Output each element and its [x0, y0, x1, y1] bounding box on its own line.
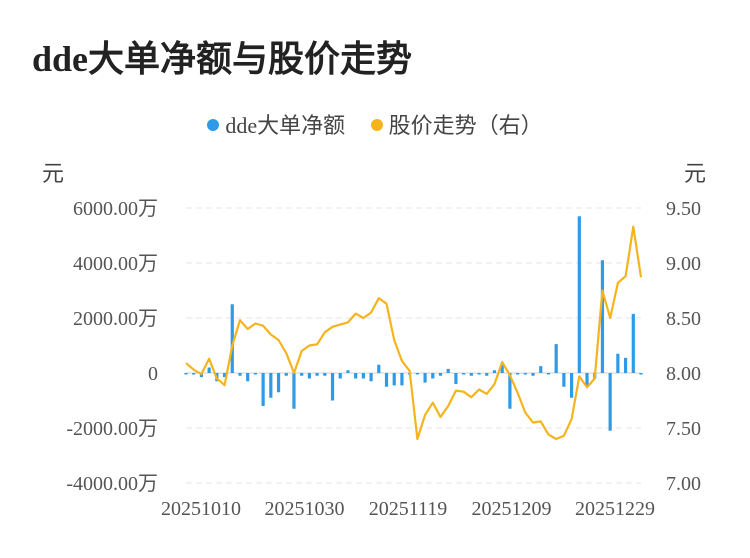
bar — [246, 373, 250, 382]
bar — [577, 216, 581, 373]
bar — [392, 373, 396, 386]
bar — [184, 373, 188, 375]
bar — [531, 373, 535, 376]
bar — [361, 373, 365, 379]
bar — [415, 373, 419, 375]
y-right-tick-label: 7.50 — [666, 418, 701, 440]
bar — [400, 373, 404, 386]
bar — [469, 373, 473, 376]
bar — [307, 373, 311, 379]
bar — [446, 368, 450, 373]
bar — [600, 260, 605, 373]
bar — [346, 370, 350, 373]
bar — [500, 364, 504, 373]
bar — [623, 357, 628, 373]
y-right-tick-label: 8.50 — [666, 308, 701, 330]
bar — [230, 304, 234, 373]
bar — [222, 373, 227, 378]
bar — [354, 373, 358, 379]
price-line — [185, 225, 643, 441]
x-tick-label: 20251229 — [575, 498, 655, 520]
bar — [269, 373, 273, 398]
bar — [477, 373, 481, 375]
bar — [516, 373, 520, 375]
y-right-tick-label: 7.00 — [666, 473, 701, 495]
legend-item-line[interactable]: 股价走势（右） — [370, 108, 543, 140]
bar — [253, 373, 258, 375]
legend-line-label: 股价走势（右） — [388, 113, 543, 138]
y-left-tick-label: -4000.00万 — [66, 473, 158, 495]
bar — [338, 373, 342, 379]
bar — [454, 373, 458, 384]
bar — [431, 373, 435, 379]
bar — [608, 373, 612, 431]
bar — [377, 364, 381, 373]
bar — [330, 373, 335, 401]
bar — [300, 373, 304, 376]
bar — [384, 373, 389, 387]
y-right-tick-label: 9.00 — [666, 253, 701, 275]
y-right-tick-label: 8.00 — [666, 363, 701, 385]
x-tick-label: 20251030 — [265, 498, 345, 520]
y-left-tick-label: 4000.00万 — [73, 253, 158, 275]
bar — [315, 373, 319, 376]
x-tick-label: 20251209 — [472, 498, 552, 520]
bar — [639, 373, 643, 375]
legend-bar-dot-icon — [207, 119, 220, 131]
bar — [261, 373, 265, 406]
bar — [631, 313, 635, 373]
legend: dde大单净额 股价走势（右） — [0, 108, 750, 140]
bar — [616, 353, 620, 373]
bar — [462, 373, 466, 375]
x-tick-label: 20251119 — [369, 498, 448, 520]
y-left-tick-label: 2000.00万 — [73, 308, 158, 330]
y-left-unit: 元 — [42, 161, 65, 186]
y-left-tick-label: -2000.00万 — [66, 418, 158, 440]
y-right-unit: 元 — [684, 161, 707, 186]
x-tick-label: 20251010 — [161, 498, 241, 520]
bar — [192, 373, 196, 375]
bar — [323, 373, 327, 376]
bar — [492, 370, 497, 373]
bar — [585, 373, 589, 387]
legend-line-dot-icon — [370, 119, 383, 131]
bar — [284, 373, 288, 376]
y-left-tick-label: 0 — [148, 363, 158, 385]
chart-title: dde大单净额与股价走势 — [32, 39, 413, 79]
bar — [562, 373, 566, 387]
bar — [369, 373, 373, 382]
bar — [292, 373, 296, 409]
bar — [539, 366, 543, 373]
bar — [546, 373, 551, 375]
legend-bar-label: dde大单净额 — [225, 113, 346, 138]
y-left-tick-label: 6000.00万 — [73, 198, 158, 220]
bar — [238, 373, 242, 376]
legend-item-bar[interactable]: dde大单净额 — [207, 108, 345, 140]
bar — [485, 373, 489, 376]
bar — [438, 373, 443, 376]
bar — [423, 373, 427, 383]
bar — [523, 373, 527, 375]
bar — [276, 373, 281, 393]
y-right-tick-label: 9.50 — [666, 198, 701, 220]
bar — [207, 367, 211, 373]
bar — [569, 373, 574, 398]
bar — [554, 344, 558, 373]
bar — [508, 373, 512, 409]
